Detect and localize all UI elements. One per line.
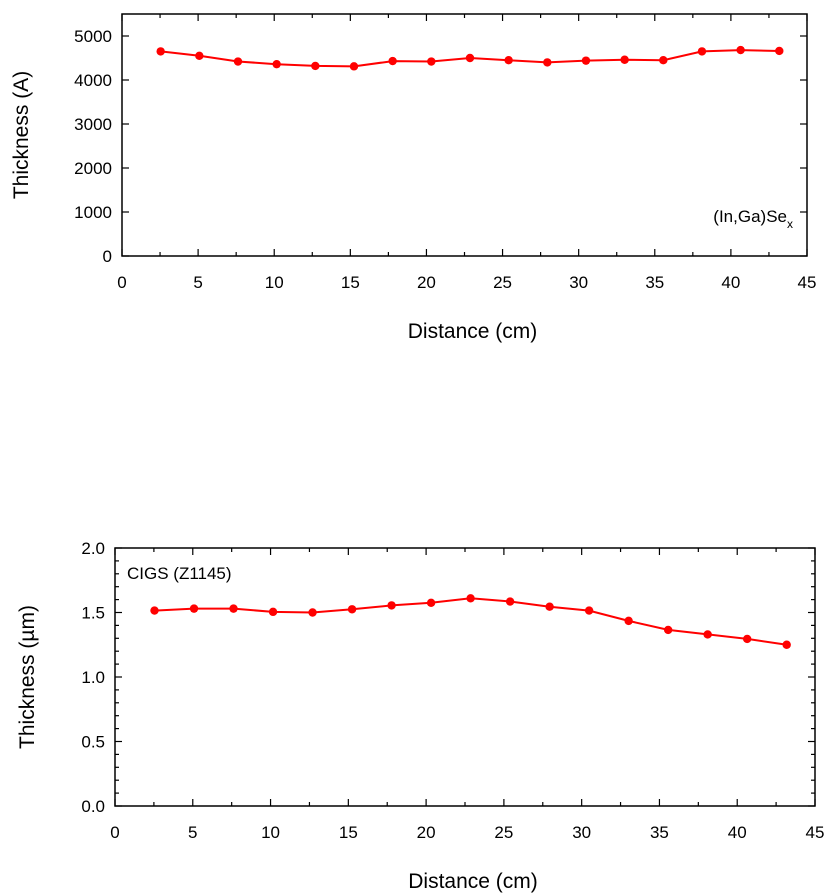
- x-tick-label: 20: [417, 273, 436, 292]
- x-tick-label: 10: [265, 273, 284, 292]
- x-tick-label: 10: [261, 823, 280, 842]
- data-point: [697, 47, 707, 56]
- data-point: [233, 57, 243, 66]
- x-axis-title: Distance (cm): [408, 870, 538, 893]
- series-line: [154, 597, 787, 646]
- thickness-ingase-chart: 0 5 10 15 20 25 30 35 40 45 0 1000 2000 3000 4000 5000 D…: [10, 13, 817, 343]
- series-annotation: CIGS (Z1145): [127, 564, 232, 583]
- data-point: [156, 47, 165, 56]
- x-tick-label: 35: [650, 823, 669, 842]
- x-tick-label: 25: [494, 823, 513, 842]
- data-point: [703, 630, 712, 639]
- x-tick-label: 5: [188, 823, 197, 842]
- annotation-subscript: x: [787, 217, 793, 231]
- data-point: [349, 62, 359, 71]
- data-point: [347, 605, 357, 614]
- data-point: [782, 640, 791, 649]
- y-tick-label: 0: [103, 247, 112, 266]
- data-point: [624, 616, 633, 626]
- data-point: [311, 61, 320, 71]
- data-point: [505, 597, 515, 606]
- x-tick-label: 45: [806, 823, 825, 842]
- x-tick-label: 0: [110, 823, 119, 842]
- y-tick-label: 0.5: [81, 733, 105, 752]
- x-tick-label: 15: [341, 273, 360, 292]
- data-point: [189, 604, 199, 613]
- data-point: [387, 601, 396, 610]
- x-tick-label: 30: [569, 273, 588, 292]
- y-tick-label: 1.5: [81, 604, 105, 623]
- data-point: [659, 56, 668, 65]
- data-point: [229, 604, 238, 613]
- y-tick-label: 2.0: [81, 539, 105, 558]
- y-tick-label: 4000: [74, 71, 112, 90]
- data-point: [465, 53, 475, 63]
- data-point: [150, 606, 159, 615]
- data-point: [663, 625, 673, 635]
- data-point: [581, 56, 591, 65]
- series-annotation: (In,Ga)Sex: [713, 207, 793, 231]
- data-point: [268, 607, 278, 617]
- y-tick-label: 2000: [74, 159, 112, 178]
- y-tick-label: 1.0: [81, 668, 105, 687]
- data-point: [584, 606, 594, 615]
- annotation-main: (In,Ga)Se: [713, 207, 787, 226]
- y-tick-label: 0.0: [81, 797, 105, 816]
- data-point: [308, 608, 317, 617]
- data-point: [736, 45, 745, 55]
- x-tick-label: 0: [117, 273, 126, 292]
- data-point: [620, 55, 629, 64]
- annotation-main: CIGS (Z1145): [127, 564, 232, 583]
- data-point: [426, 598, 436, 608]
- data-point: [742, 634, 752, 644]
- x-tick-label: 20: [417, 823, 436, 842]
- x-tick-label: 5: [193, 273, 202, 292]
- data-point: [504, 56, 513, 65]
- x-tick-label: 40: [728, 823, 747, 842]
- y-tick-label: 5000: [74, 27, 112, 46]
- x-tick-label: 25: [493, 273, 512, 292]
- plot-frame: [114, 547, 816, 807]
- y-tick-label: 1000: [74, 203, 112, 222]
- thickness-cigs-chart: 0 5 10 15 20 25 30 35 40 45 0.0 0.5 1.0 1.5 2.0 Distanc…: [16, 539, 824, 893]
- x-tick-label: 35: [645, 273, 664, 292]
- y-axis-title: Thickness (A): [10, 71, 33, 199]
- data-point: [195, 51, 204, 60]
- y-tick-label: 3000: [74, 115, 112, 134]
- x-tick-label: 40: [721, 273, 740, 292]
- data-point: [272, 59, 281, 69]
- x-tick-label: 30: [572, 823, 591, 842]
- y-axis-title: Thickness (µm): [16, 605, 39, 749]
- data-point: [388, 56, 397, 66]
- data-point: [545, 602, 554, 611]
- x-tick-label: 15: [339, 823, 358, 842]
- data-point: [466, 594, 475, 603]
- x-axis-title: Distance (cm): [408, 320, 538, 343]
- data-point: [427, 57, 436, 66]
- data-point: [775, 46, 784, 56]
- data-point: [543, 58, 552, 67]
- x-tick-label: 45: [798, 273, 817, 292]
